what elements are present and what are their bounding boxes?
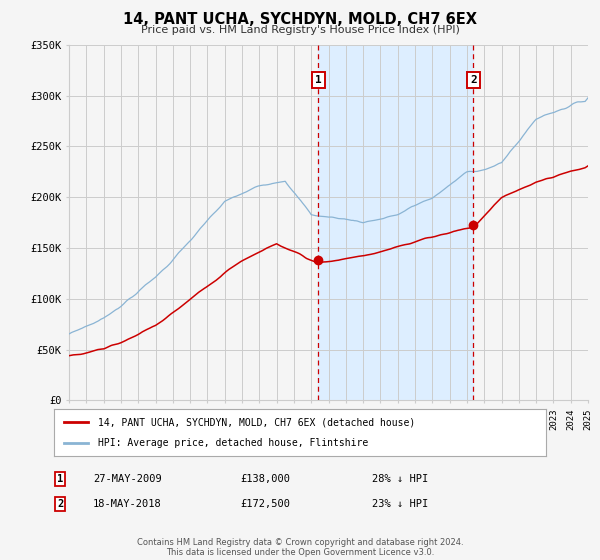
Text: 27-MAY-2009: 27-MAY-2009 (93, 474, 162, 484)
Text: 2: 2 (470, 76, 477, 85)
Text: 18-MAY-2018: 18-MAY-2018 (93, 499, 162, 509)
Text: HPI: Average price, detached house, Flintshire: HPI: Average price, detached house, Flin… (98, 438, 368, 448)
Text: Price paid vs. HM Land Registry's House Price Index (HPI): Price paid vs. HM Land Registry's House … (140, 25, 460, 35)
Text: Contains HM Land Registry data © Crown copyright and database right 2024.
This d: Contains HM Land Registry data © Crown c… (137, 538, 463, 557)
Text: 1: 1 (315, 76, 322, 85)
Text: 14, PANT UCHA, SYCHDYN, MOLD, CH7 6EX (detached house): 14, PANT UCHA, SYCHDYN, MOLD, CH7 6EX (d… (98, 417, 416, 427)
Text: 2: 2 (57, 499, 63, 509)
Text: £172,500: £172,500 (240, 499, 290, 509)
Bar (318, 45, 473, 400)
Text: 1: 1 (57, 474, 63, 484)
Text: £138,000: £138,000 (240, 474, 290, 484)
Text: 14, PANT UCHA, SYCHDYN, MOLD, CH7 6EX: 14, PANT UCHA, SYCHDYN, MOLD, CH7 6EX (123, 12, 477, 27)
Text: 28% ↓ HPI: 28% ↓ HPI (372, 474, 428, 484)
Text: 23% ↓ HPI: 23% ↓ HPI (372, 499, 428, 509)
